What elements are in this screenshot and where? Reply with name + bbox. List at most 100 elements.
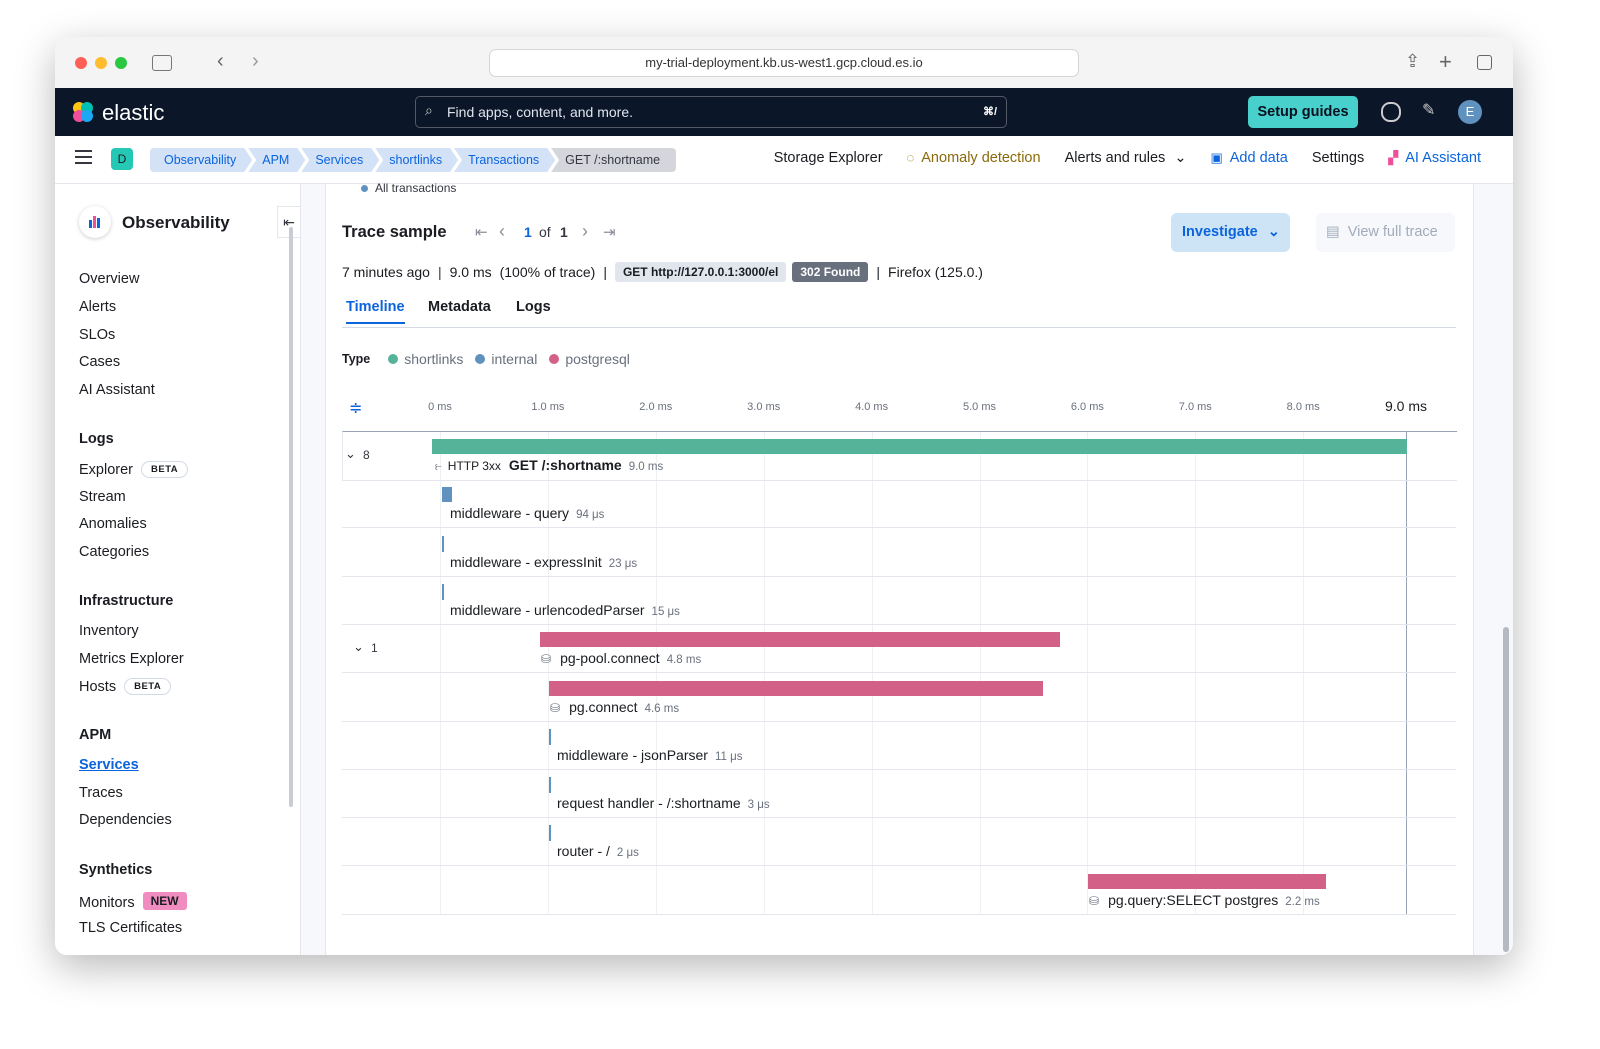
nav-link[interactable]: Anomalies	[79, 516, 147, 532]
nav-link[interactable]: Inventory	[79, 623, 139, 639]
span-duration: 23 μs	[608, 557, 638, 570]
nav-label: Settings	[1311, 150, 1365, 166]
span-row[interactable]	[342, 528, 1456, 577]
collapse-button[interactable]: ⇤	[277, 206, 301, 238]
span-row[interactable]	[342, 769, 1456, 819]
span-bar[interactable]	[432, 439, 1407, 454]
news-icon[interactable]: ✎	[1422, 102, 1436, 119]
span-name: middleware - urlencodedParser	[450, 601, 645, 618]
tabs-button[interactable]	[1477, 55, 1492, 70]
zoom-button[interactable]	[115, 57, 127, 69]
span-row[interactable]	[342, 431, 1457, 481]
nav-link[interactable]: Explorer BETA	[79, 461, 189, 478]
span-bar[interactable]	[442, 583, 444, 600]
sidebar-toggle[interactable]	[152, 55, 172, 71]
app-header: elastic ⌕ Find apps, content, and more. …	[55, 88, 1513, 136]
span-row[interactable]	[342, 817, 1456, 867]
span-row[interactable]	[342, 866, 1456, 915]
breadcrumb[interactable]: Observability	[150, 148, 252, 172]
nav-item[interactable]: ▞ AI Assistant	[1388, 150, 1481, 166]
nav-link[interactable]: Alerts	[79, 298, 117, 315]
trace-summary: 7 minutes ago | 9.0 ms (100% of trace) | GE…	[342, 262, 983, 282]
address-bar[interactable]: my-trial-deployment.kb.us-west1.gcp.clou…	[489, 49, 1079, 77]
tab[interactable]: Timeline	[346, 299, 405, 324]
span-row[interactable]	[342, 576, 1456, 625]
nav-item[interactable]: Alerts and rules ⌄	[1065, 150, 1187, 166]
section-title: Logs	[79, 431, 114, 447]
breadcrumb[interactable]: shortlinks	[375, 148, 458, 172]
nav-link[interactable]: AI Assistant	[79, 382, 155, 399]
page-total[interactable]: 1	[560, 224, 568, 240]
expand-chevron[interactable]: ⌄	[345, 446, 356, 461]
span-name: middleware - jsonParser	[557, 746, 708, 763]
span-bar[interactable]	[549, 680, 1043, 696]
previous-item[interactable]: All transactions	[361, 181, 456, 195]
expand-chevron[interactable]: ⌄	[353, 639, 364, 655]
span-bar[interactable]	[442, 487, 452, 503]
span-bar[interactable]	[442, 535, 444, 552]
nav-link-label: Monitors	[79, 895, 135, 911]
badge: NEW	[142, 892, 187, 910]
span-row[interactable]	[342, 673, 1456, 722]
nav-link[interactable]: Metrics Explorer	[79, 651, 184, 667]
span-row[interactable]	[342, 721, 1456, 770]
nav-link[interactable]: TLS Certificates	[79, 920, 182, 936]
first-page[interactable]: ⇤	[475, 224, 488, 241]
nav-link[interactable]: Services	[79, 757, 139, 773]
breadcrumb[interactable]: APM	[248, 148, 305, 172]
main-scrollbar	[1503, 627, 1509, 952]
share-button[interactable]: ⇪	[1405, 51, 1421, 71]
nav-link[interactable]: Overview	[79, 271, 140, 287]
nav-link[interactable]: Hosts BETA	[79, 678, 172, 696]
nav-item[interactable]: Storage Explorer	[774, 150, 883, 166]
help-icon[interactable]	[1381, 102, 1401, 122]
last-page[interactable]: ⇥	[603, 224, 616, 241]
nav-link[interactable]: SLOs	[79, 326, 116, 343]
new-tab-button[interactable]: +	[1439, 49, 1452, 74]
tab[interactable]: Metadata	[428, 299, 491, 315]
next-page[interactable]: ›	[582, 221, 588, 241]
prev-page[interactable]: ‹	[499, 221, 505, 241]
span-bar[interactable]	[549, 777, 551, 794]
logo-text[interactable]: elastic	[102, 100, 165, 125]
nav-link[interactable]: Traces	[79, 785, 123, 801]
page-current[interactable]: 1	[524, 224, 532, 240]
search-bar[interactable]: ⌕ Find apps, content, and more. ⌘/	[415, 96, 1007, 128]
nav-item[interactable]: ◌ Anomaly detection	[907, 150, 1041, 166]
nav-item[interactable]: ▣ Add data	[1210, 150, 1287, 166]
user-agent: Firefox (125.0.)	[888, 264, 983, 280]
view-full-trace-button[interactable]: ▤ View full trace	[1316, 213, 1455, 252]
span-row[interactable]	[342, 624, 1456, 674]
span-duration: 3 μs	[747, 799, 770, 812]
setup-guides-button[interactable]: Setup guides	[1248, 96, 1358, 128]
close-button[interactable]	[75, 57, 87, 69]
nav-link[interactable]: Cases	[79, 354, 121, 371]
nav-link[interactable]: Monitors NEW	[79, 892, 187, 911]
span-label: middleware - query 94 μs	[450, 505, 604, 521]
span-bar[interactable]	[549, 825, 551, 842]
space-avatar[interactable]: D	[111, 148, 133, 170]
span-bar[interactable]	[549, 728, 551, 745]
tab[interactable]: Logs	[516, 299, 551, 315]
minimize-button[interactable]	[95, 57, 107, 69]
span-row[interactable]	[342, 479, 1456, 529]
section-title: APM	[79, 727, 112, 743]
forward-button[interactable]: ›	[252, 50, 259, 72]
tabs: Timeline Metadata Logs	[342, 299, 1456, 328]
collapse-all-icon[interactable]: ≑	[349, 400, 363, 417]
breadcrumb[interactable]: Transactions	[454, 148, 555, 172]
axis-label: 0 ms	[428, 401, 452, 413]
user-avatar[interactable]: E	[1458, 100, 1482, 124]
span-bar[interactable]	[1088, 873, 1326, 889]
breadcrumb[interactable]: GET /:shortname	[551, 148, 677, 172]
nav-item[interactable]: Settings	[1312, 150, 1364, 166]
span-bar[interactable]	[540, 632, 1060, 648]
nav-link[interactable]: Categories	[79, 544, 149, 560]
nav-link[interactable]: Stream	[79, 489, 126, 505]
nav-link[interactable]: Dependencies	[79, 812, 172, 828]
investigate-button[interactable]: Investigate ⌄	[1171, 213, 1290, 252]
breadcrumb[interactable]: Services	[301, 148, 379, 172]
top-nav: Storage Explorer ◌ Anomaly detection Alerts…	[774, 150, 1481, 166]
menu-button[interactable]	[75, 150, 92, 152]
back-button[interactable]: ‹	[217, 50, 224, 72]
